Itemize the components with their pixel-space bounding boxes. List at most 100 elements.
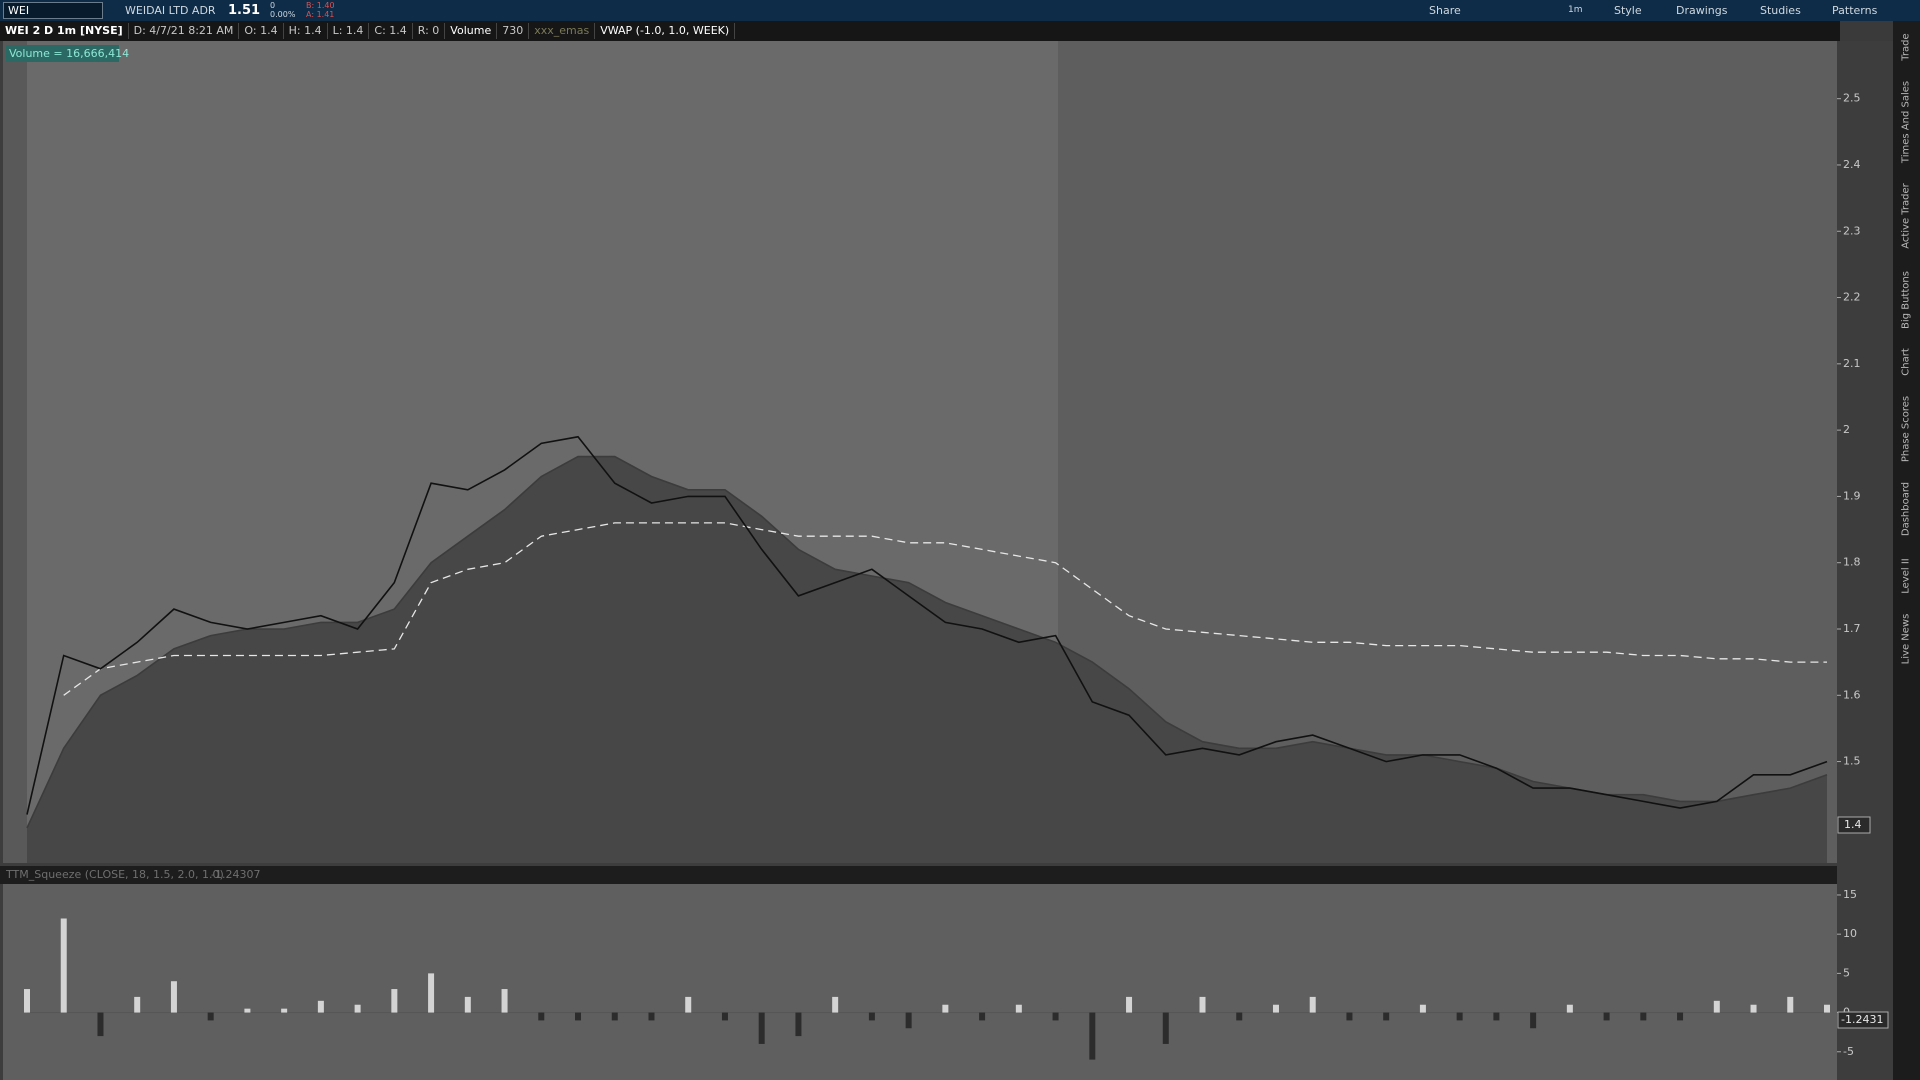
volume-text: Volume = 16,666,414 — [9, 47, 129, 60]
vwap-line — [63, 522, 1827, 696]
info-bar: WEI 2 D 1m [NYSE] D: 4/7/21 8:21 AM O: 1… — [0, 21, 1840, 41]
histogram-bar — [1824, 1004, 1830, 1013]
histogram-bar — [1419, 1004, 1426, 1013]
timeframe[interactable]: 1m — [1568, 5, 1583, 15]
y-tick-label: 2 — [1843, 423, 1850, 436]
change-pct: 0.00% — [270, 10, 296, 19]
button[interactable]: Style — [1614, 4, 1642, 17]
y-tick-label: 2.2 — [1843, 291, 1861, 304]
histogram-bar — [391, 989, 398, 1013]
histogram-bar — [1236, 1012, 1243, 1021]
ask: A: 1.41 — [306, 10, 335, 19]
y-tick-label: 15 — [1843, 888, 1857, 901]
histogram-bar — [1089, 1012, 1096, 1060]
button[interactable]: Share — [1429, 4, 1461, 17]
y-tick-label: 1.6 — [1843, 688, 1861, 701]
histogram-bar — [685, 996, 692, 1013]
y-tick-label: 1.9 — [1843, 489, 1861, 502]
y-tick-label: 2.1 — [1843, 357, 1861, 370]
study-bg — [3, 884, 1837, 1080]
volume-badge — [6, 45, 119, 62]
symbol-input[interactable]: WEI — [3, 2, 103, 19]
info-item: R: 0 — [413, 23, 446, 39]
histogram-bar — [1530, 1012, 1537, 1029]
histogram-bar — [721, 1012, 728, 1021]
histogram-bar — [134, 996, 141, 1013]
histogram-bar — [538, 1012, 545, 1021]
y-tick-label: 1.5 — [1843, 755, 1861, 768]
histogram-bar — [464, 996, 471, 1013]
side-tab[interactable]: Live News — [1900, 613, 1912, 665]
study-value: -1.24307 — [211, 868, 260, 881]
info-item: H: 1.4 — [284, 23, 328, 39]
button[interactable]: Patterns — [1832, 4, 1878, 17]
chart-label: WEI 2 D 1m [NYSE] — [0, 23, 129, 39]
histogram-bar — [1126, 996, 1133, 1013]
histogram-bar — [97, 1012, 104, 1037]
study-header — [0, 866, 1837, 884]
histogram-bar — [317, 1000, 324, 1013]
button[interactable]: Studies — [1760, 4, 1801, 17]
button[interactable]: Drawings — [1676, 4, 1728, 17]
histogram-bar — [1603, 1012, 1610, 1021]
last-price: 1.4 — [1844, 818, 1862, 831]
side-tab[interactable]: Big Buttons — [1900, 271, 1912, 329]
histogram-bar — [1456, 1012, 1463, 1021]
info-item: D: 4/7/21 8:21 AM — [129, 23, 240, 39]
histogram-bar — [1052, 1012, 1059, 1021]
vwap-label: VWAP (-1.0, 1.0, WEEK) — [595, 23, 736, 39]
session-bg — [1058, 41, 1837, 863]
company-name: WEIDAI LTD ADR — [125, 4, 216, 17]
histogram-bar — [611, 1012, 618, 1021]
histogram-bar — [1640, 1012, 1647, 1021]
last-study-value: -1.2431 — [1841, 1013, 1883, 1026]
y-tick-label: 2.5 — [1843, 92, 1861, 105]
histogram-bar — [1493, 1012, 1500, 1021]
histogram-bar — [1015, 1004, 1022, 1013]
side-tabs: Trade Times And Sales Active Trader Big But… — [1893, 21, 1920, 1080]
histogram-bar — [281, 1008, 288, 1013]
study-label: xxx_emas — [529, 23, 596, 39]
y-tick-label: 1.7 — [1843, 622, 1861, 635]
study-title: TTM_Squeeze (CLOSE, 18, 1.5, 2.0, 1.0) — [5, 868, 224, 881]
side-tab[interactable]: Active Trader — [1900, 183, 1912, 249]
last-price-box — [1837, 816, 1871, 834]
histogram-bar — [1199, 996, 1206, 1013]
histogram-bar — [1677, 1012, 1684, 1021]
histogram-bar — [170, 981, 177, 1013]
histogram-bar — [428, 973, 435, 1013]
histogram-bar — [758, 1012, 765, 1044]
histogram-bar — [648, 1012, 655, 1021]
side-tab[interactable]: Phase Scores — [1900, 395, 1912, 463]
side-tab[interactable]: Level II — [1900, 558, 1912, 594]
y-tick-label: 2.4 — [1843, 158, 1861, 171]
histogram-bar — [1787, 996, 1794, 1013]
side-tab[interactable]: Trade — [1900, 33, 1912, 61]
info-item: L: 1.4 — [328, 23, 370, 39]
histogram-bar — [501, 989, 508, 1013]
histogram-bar — [1713, 1000, 1720, 1013]
histogram-bar — [1383, 1012, 1390, 1021]
side-tab[interactable]: Times And Sales — [1900, 80, 1912, 164]
histogram-bar — [1309, 996, 1316, 1013]
last-price: 1.51 — [228, 3, 261, 18]
histogram-bar — [942, 1004, 949, 1013]
info-item: O: 1.4 — [239, 23, 284, 39]
volume-value: 730 — [497, 23, 530, 39]
histogram-bar — [1346, 1012, 1353, 1021]
side-tab[interactable]: Chart — [1900, 348, 1912, 376]
y-tick-label: 1.8 — [1843, 556, 1861, 569]
histogram-bar — [1750, 1004, 1757, 1013]
y-tick-label: 5 — [1843, 966, 1850, 979]
toolbar: WEI WEIDAI LTD ADR 1.51 0 0.00% B: 1.40 … — [0, 0, 1920, 21]
histogram-bar — [207, 1012, 214, 1021]
bid: B: 1.40 — [306, 1, 335, 10]
ema-area — [27, 456, 1827, 863]
side-tab[interactable]: Dashboard — [1900, 481, 1912, 537]
histogram-bar — [832, 996, 839, 1013]
info-item: C: 1.4 — [369, 23, 413, 39]
histogram-bar — [1272, 1004, 1279, 1013]
histogram-bar — [905, 1012, 912, 1029]
price-line — [26, 455, 1828, 829]
